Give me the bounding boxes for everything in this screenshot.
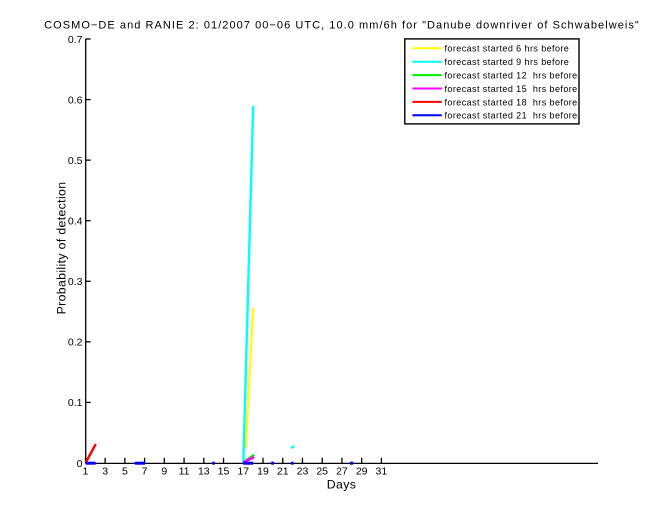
svg-text:forecast started 21 hrs befor: forecast started 21 hrs before (445, 111, 578, 121)
svg-text:Days: Days (327, 478, 357, 492)
svg-text:1: 1 (82, 466, 88, 478)
svg-text:0.7: 0.7 (68, 34, 83, 46)
svg-text:23: 23 (297, 466, 309, 478)
svg-text:forecast started 6 hrs before: forecast started 6 hrs before (445, 44, 570, 54)
svg-text:Probability of detection: Probability of detection (55, 182, 69, 315)
svg-text:17: 17 (237, 466, 249, 478)
svg-text:7: 7 (142, 466, 148, 478)
svg-text:0.5: 0.5 (68, 155, 83, 167)
svg-text:forecast started 9 hrs before: forecast started 9 hrs before (445, 57, 570, 67)
svg-text:11: 11 (179, 466, 190, 478)
svg-text:29: 29 (356, 466, 368, 478)
svg-text:13: 13 (198, 466, 210, 478)
svg-text:0: 0 (77, 458, 83, 470)
svg-text:0.6: 0.6 (68, 94, 83, 106)
svg-text:25: 25 (316, 466, 328, 478)
svg-text:27: 27 (336, 466, 348, 478)
svg-text:forecast started 15 hrs befor: forecast started 15 hrs before (445, 84, 578, 94)
svg-text:31: 31 (376, 466, 388, 478)
svg-text:5: 5 (122, 466, 128, 478)
svg-text:0.3: 0.3 (68, 276, 83, 288)
svg-text:0.4: 0.4 (68, 216, 83, 228)
svg-text:19: 19 (257, 466, 269, 478)
svg-text:15: 15 (218, 466, 230, 478)
svg-text:0.2: 0.2 (68, 337, 83, 349)
svg-text:3: 3 (102, 466, 108, 478)
svg-text:forecast started 18 hrs befor: forecast started 18 hrs before (445, 97, 578, 107)
svg-text:9: 9 (161, 466, 167, 478)
svg-text:forecast started 12 hrs befor: forecast started 12 hrs before (445, 71, 578, 81)
svg-text:21: 21 (277, 466, 289, 478)
svg-text:COSMO−DE and RANIE 2: 01/2007: COSMO−DE and RANIE 2: 01/2007 00−06 UTC,… (44, 20, 640, 32)
svg-text:0.1: 0.1 (68, 397, 83, 409)
